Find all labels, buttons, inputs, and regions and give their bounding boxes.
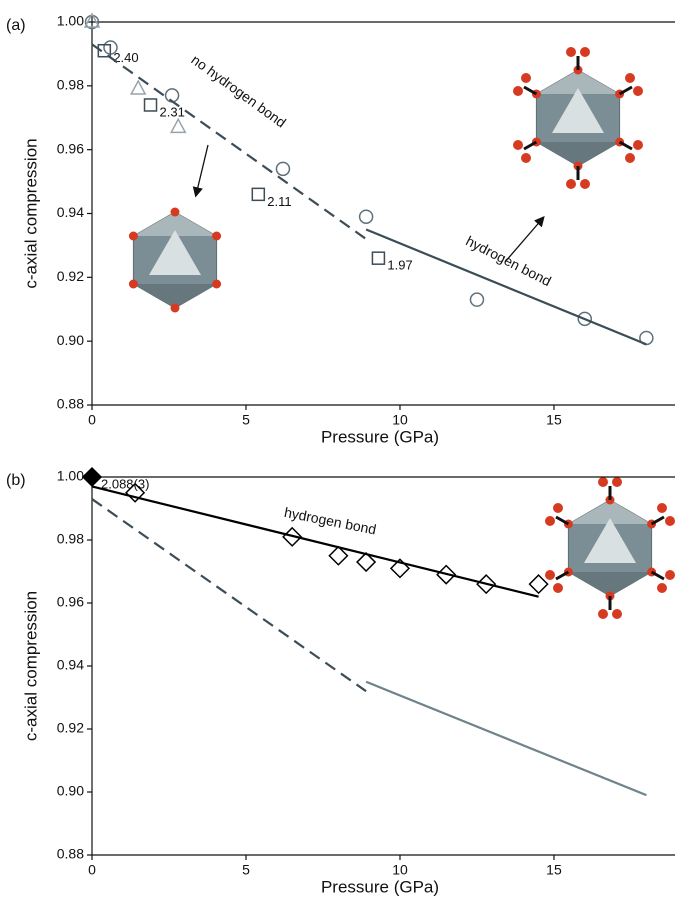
triangle-marker [171,119,185,132]
square-marker [372,252,384,264]
x-tick-label: 5 [242,412,250,428]
annotation: hydrogen bond [463,233,554,290]
x-tick-label: 10 [392,862,408,878]
line [92,486,539,596]
y-tick-label: 0.92 [57,268,84,284]
diamond-marker [530,575,548,593]
point-label: 2.088(3) [101,476,149,491]
line [366,229,646,344]
y-axis-title: c-axial compression [21,591,40,741]
y-tick-label: 0.88 [57,396,84,412]
x-tick-label: 15 [546,412,562,428]
y-tick-label: 0.88 [57,846,84,862]
octahedron-icon [129,208,221,313]
x-tick-label: 0 [88,412,96,428]
y-tick-label: 1.00 [57,468,84,484]
triangle-marker [131,81,145,94]
panel-label: (a) [6,17,26,34]
x-tick-label: 5 [242,862,250,878]
panel-label: (b) [6,472,26,489]
point-label: 1.97 [387,258,412,273]
y-tick-label: 0.96 [57,594,84,610]
y-tick-label: 0.96 [57,140,84,156]
octahedron-icon [545,477,675,619]
square-marker [145,99,157,111]
octahedron-icon [513,47,643,189]
circle-marker [276,162,289,175]
circle-marker [470,293,483,306]
line [92,499,366,691]
line [366,682,646,795]
x-tick-label: 10 [392,412,408,428]
y-axis-title: c-axial compression [21,138,40,288]
y-tick-label: 0.90 [57,783,84,799]
y-tick-label: 0.98 [57,531,84,547]
circle-marker [360,210,373,223]
square-marker [252,188,264,200]
point-label: 2.11 [267,194,291,209]
annotation: no hydrogen bond [188,51,289,130]
y-tick-label: 0.94 [57,204,84,220]
y-tick-label: 1.00 [57,13,84,29]
y-tick-label: 0.94 [57,657,84,673]
x-tick-label: 15 [546,862,562,878]
y-tick-label: 0.90 [57,332,84,348]
point-label: 2.40 [113,50,138,65]
y-tick-label: 0.92 [57,720,84,736]
point-label: 2.31 [160,104,185,119]
x-tick-label: 0 [88,862,96,878]
figure: 0.88 0.90 0.92 0.94 0.96 0.98 1.00 0 5 10 15 Pressu… [0,0,675,900]
x-axis-title: Pressure (GPa) [321,877,439,896]
y-tick-label: 0.98 [57,77,84,93]
arrow [196,145,208,195]
x-axis-title: Pressure (GPa) [321,427,439,446]
diamond-marker [83,468,101,486]
